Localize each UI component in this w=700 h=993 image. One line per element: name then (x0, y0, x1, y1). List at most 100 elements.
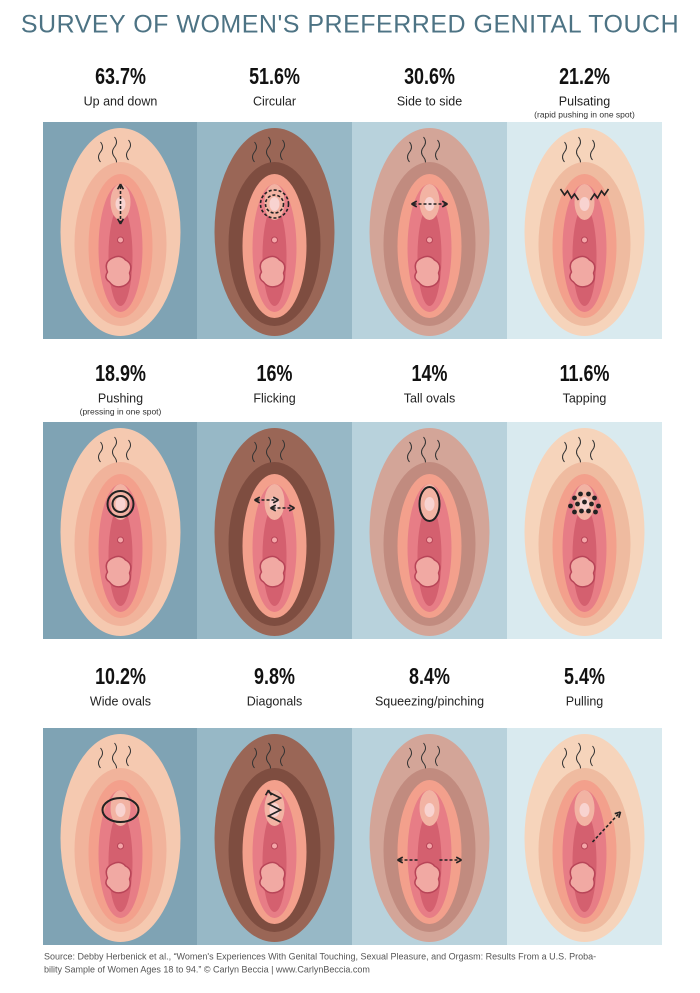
percent-label: 63.7% (95, 64, 146, 90)
small-dot (271, 536, 278, 544)
opening (414, 861, 441, 894)
illustration (197, 422, 352, 639)
arrow-head (116, 183, 125, 190)
opening (414, 255, 441, 288)
touch-note: (pressing in one spot) (80, 406, 162, 416)
gesture-circle (264, 194, 285, 214)
small-dot (117, 536, 124, 544)
arrow-head (270, 504, 277, 512)
hair-squiggle (562, 742, 595, 774)
arrow-head (254, 496, 261, 504)
hair-squiggle (98, 436, 131, 468)
touch-label: Circular (253, 94, 296, 108)
gesture-dot (568, 503, 573, 509)
hair-squiggle (407, 742, 440, 774)
hair-squiggle (407, 136, 440, 168)
gesture-dot (579, 508, 584, 514)
small-dot (271, 842, 278, 850)
source-line: bility Sample of Women Ages 18 to 94.” ©… (44, 964, 370, 974)
nub (424, 497, 435, 511)
opening (569, 555, 596, 588)
illustration (352, 122, 507, 339)
touch-label: Tall ovals (404, 391, 455, 405)
arrow-head (272, 496, 279, 504)
hair-squiggle (562, 436, 595, 468)
small-dot (117, 842, 124, 850)
percent-label: 21.2% (559, 64, 610, 90)
arrow-head (614, 811, 622, 818)
gesture-dot (572, 509, 577, 515)
touch-label: Diagonals (247, 694, 303, 708)
illustration (197, 122, 352, 339)
small-dot (426, 842, 433, 850)
small-dot (581, 236, 588, 244)
gesture-line (591, 813, 620, 843)
touch-label: Up and down (84, 94, 158, 108)
opening (105, 861, 132, 894)
touch-label: Pulling (566, 694, 604, 708)
percent-label: 11.6% (560, 361, 610, 387)
small-dot (581, 842, 588, 850)
illustration (507, 122, 662, 339)
gesture-dot (582, 499, 587, 505)
illustration (352, 728, 507, 945)
opening (259, 861, 286, 894)
percent-label: 5.4% (564, 664, 605, 690)
illustration (43, 422, 198, 639)
arrow-head (116, 218, 125, 225)
nub (269, 197, 280, 211)
opening (414, 555, 441, 588)
arrow-head (455, 856, 462, 864)
small-dot (426, 536, 433, 544)
gesture-zigzag (266, 791, 283, 823)
gesture-dot (578, 491, 583, 497)
gesture-oval (418, 486, 441, 522)
gesture-zigzag (589, 188, 610, 201)
percent-label: 51.6% (249, 64, 300, 90)
small-dot (271, 236, 278, 244)
touch-label: Flicking (253, 391, 295, 405)
gesture-dot (592, 495, 597, 501)
touch-label: Tapping (563, 391, 607, 405)
percent-label: 14% (412, 361, 448, 387)
arrow-head (411, 200, 418, 208)
gesture-dot (586, 491, 591, 497)
nub (115, 803, 126, 817)
gesture-dot (593, 509, 598, 515)
gesture-dot (589, 501, 594, 507)
gesture-dot (596, 503, 601, 509)
illustration (507, 728, 662, 945)
illustration (352, 422, 507, 639)
gesture-circle (111, 495, 130, 513)
small-dot (581, 536, 588, 544)
gesture-dot (572, 495, 577, 501)
percent-label: 8.4% (409, 664, 450, 690)
source-line: Source: Debby Herbenick et al., “Women's… (44, 951, 596, 961)
touch-note: (rapid pushing in one spot) (534, 109, 635, 119)
opening (259, 255, 286, 288)
opening (569, 255, 596, 288)
percent-label: 9.8% (254, 664, 295, 690)
illustration (43, 122, 198, 339)
opening (105, 255, 132, 288)
hair-squiggle (407, 436, 440, 468)
gesture-dot (575, 501, 580, 507)
illustration (43, 728, 198, 945)
nub (115, 497, 126, 511)
touch-label: Side to side (397, 94, 462, 108)
percent-label: 30.6% (404, 64, 455, 90)
gesture-circle (106, 490, 135, 518)
hair-squiggle (252, 742, 285, 774)
percent-label: 18.9% (95, 361, 146, 387)
illustration (507, 422, 662, 639)
arrow-head (288, 504, 295, 512)
nub (424, 803, 435, 817)
hair-squiggle (252, 136, 285, 168)
small-dot (117, 236, 124, 244)
nub (579, 197, 590, 211)
gesture-oval (101, 797, 140, 823)
small-dot (426, 236, 433, 244)
gesture-dot (586, 508, 591, 514)
arrow-head (397, 856, 404, 864)
